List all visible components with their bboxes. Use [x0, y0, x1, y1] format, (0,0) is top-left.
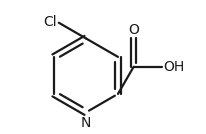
Text: N: N	[81, 116, 91, 130]
Text: OH: OH	[163, 60, 185, 74]
Text: Cl: Cl	[44, 15, 57, 29]
Text: O: O	[128, 23, 139, 37]
